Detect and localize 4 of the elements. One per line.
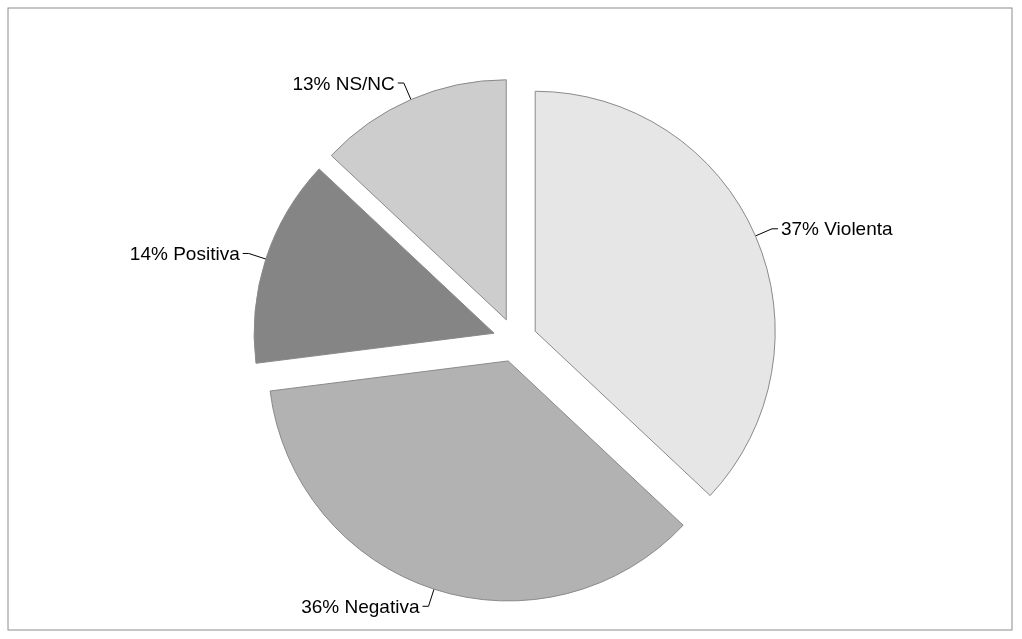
slice-label: 13% NS/NC [292,72,395,94]
slice-label: 37% Violenta [780,218,894,240]
slice-label: 36% Negativa [301,595,420,617]
slice-label: 14% Positiva [129,243,241,265]
